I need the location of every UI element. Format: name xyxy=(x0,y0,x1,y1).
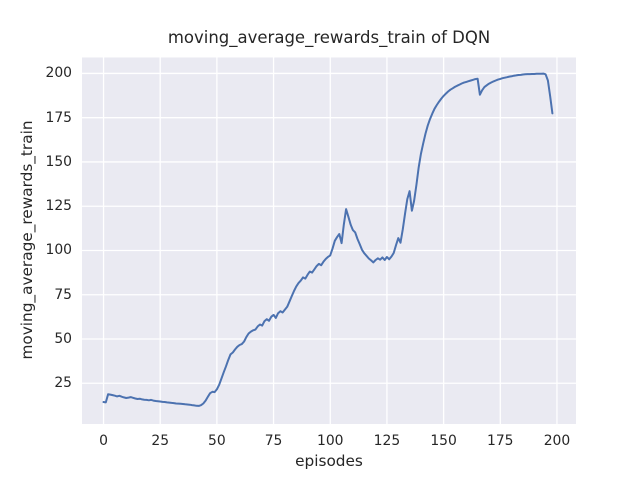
x-tick-label: 50 xyxy=(208,433,226,449)
y-tick-label: 175 xyxy=(45,109,72,126)
y-tick-label: 75 xyxy=(54,286,72,303)
series-line-moving_average_rewards_train xyxy=(102,72,554,407)
x-tick-label: 150 xyxy=(430,433,457,449)
y-tick-label: 50 xyxy=(54,331,72,347)
y-tick-label: 25 xyxy=(54,375,72,392)
x-tick-label: 0 xyxy=(99,433,108,449)
x-tick-label: 175 xyxy=(487,433,514,449)
plot-area xyxy=(82,57,576,424)
x-tick-label: 25 xyxy=(151,433,170,449)
x-tick-label: 200 xyxy=(543,433,571,449)
y-tick-label: 100 xyxy=(45,242,72,259)
y-tick-label: 200 xyxy=(45,65,72,82)
y-tick-label: 125 xyxy=(45,198,72,215)
x-tick-label: 125 xyxy=(373,433,401,449)
x-tick-label: 100 xyxy=(316,433,344,449)
x-tick-label: 75 xyxy=(264,433,283,449)
y-tick-label: 150 xyxy=(45,153,72,170)
chart-title: moving_average_rewards_train of DQN xyxy=(167,28,491,47)
x-axis-label: episodes xyxy=(295,452,363,470)
